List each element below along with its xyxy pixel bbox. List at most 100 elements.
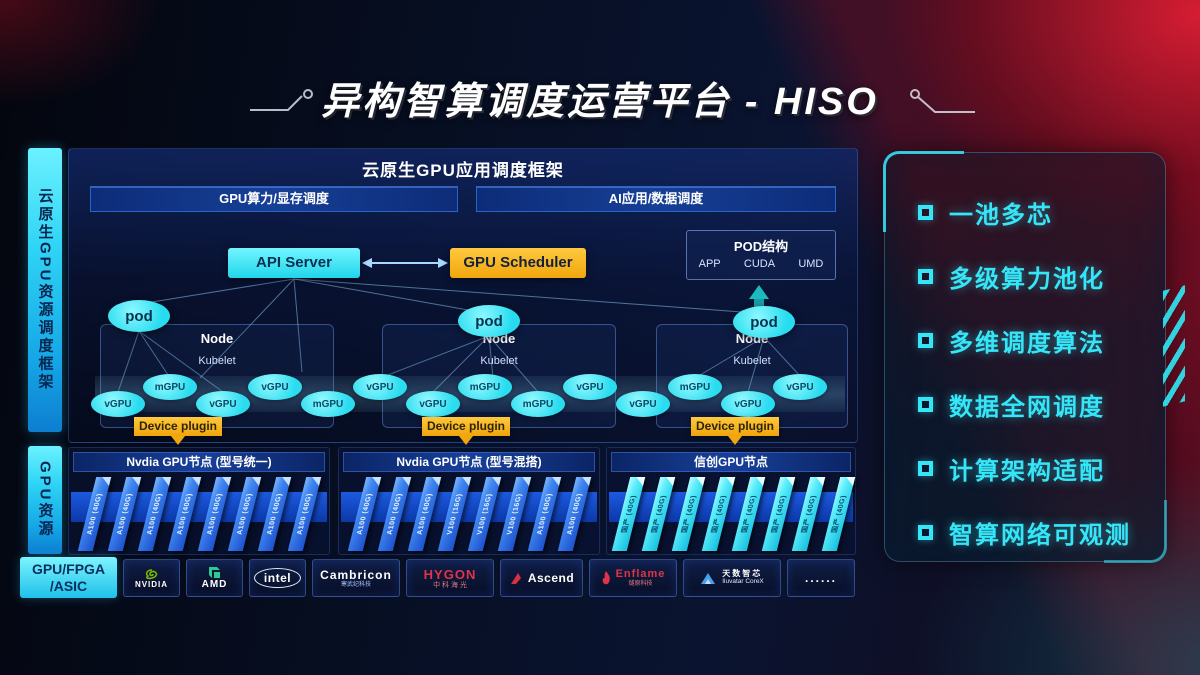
gpu-ellipse: vGPU [91, 391, 145, 417]
feature-panel [883, 151, 1167, 563]
vendor-tile-intel: intel [249, 559, 306, 597]
node-group-title: Nvdia GPU节点 (型号混搭) [343, 452, 595, 472]
pod-structure-item: CUDA [743, 258, 776, 270]
vendor-name: NVIDIA [134, 579, 169, 589]
gpu-ellipse: mGPU [511, 391, 565, 417]
kubelet-label: Kubelet [198, 355, 236, 367]
rail-label: 云原生GPU资源调度框架 [36, 188, 54, 392]
feature-label: 多维调度算法 [949, 329, 1105, 357]
lane-ai-data-scheduling: AI应用/数据调度 [476, 186, 836, 212]
kubelet-label: Kubelet [480, 355, 518, 367]
vendor-name: 天数智芯 [722, 569, 763, 579]
feature-label: 一池多芯 [949, 201, 1053, 229]
amd-logo-icon [209, 567, 220, 578]
gpu-ellipse: vGPU [248, 374, 302, 400]
feature-label: 多级算力池化 [949, 265, 1105, 293]
pod-structure-item: APP [698, 258, 721, 270]
iluvatar-logo-icon [701, 572, 716, 584]
vendor-name: AMD [201, 579, 228, 590]
lane-gpu-compute-scheduling: GPU算力/显存调度 [90, 186, 458, 212]
gpu-card: A100 (40G) [167, 477, 202, 551]
vendor-tile-iluvatar: 天数智芯 Iluvatar CoreX [683, 559, 781, 597]
feature-item: 计算架构适配 [918, 451, 1158, 485]
enflame-flame-icon [602, 570, 610, 584]
node-group-title: 信创GPU节点 [611, 452, 851, 472]
vendor-name: HYGON [423, 566, 477, 582]
gpu-card: A100 (40G) [407, 477, 442, 551]
api-server-box: API Server [228, 248, 360, 278]
square-bullet-icon [918, 396, 933, 412]
pod-ellipse: pod [733, 306, 795, 338]
framework-title: 云原生GPU应用调度框架 [362, 161, 564, 180]
hardware-type-line2: /ASIC [49, 577, 88, 594]
feature-item: 多维调度算法 [918, 323, 1158, 357]
gpu-ellipse: vGPU [721, 391, 775, 417]
node-group-nvidia-uniform: Nvdia GPU节点 (型号统一) A100 (40G) A100 (40G)… [68, 447, 330, 555]
feature-label: 数据全网调度 [949, 393, 1105, 421]
gpu-ellipse: mGPU [458, 374, 512, 400]
gpu-ellipse: mGPU [143, 374, 197, 400]
node-label: Node [200, 331, 234, 346]
vendor-name: Cambricon [320, 567, 392, 582]
gpu-ellipse: vGPU [406, 391, 460, 417]
ascend-logo-icon [510, 572, 521, 584]
gpu-card: 国产 (40G) [731, 477, 766, 551]
feature-item: 智算网络可观测 [918, 515, 1158, 549]
gpu-card: A100 (40G) [527, 477, 562, 551]
device-plugin-box: Device plugin [422, 417, 510, 445]
gpu-ellipse: mGPU [668, 374, 722, 400]
hardware-type-box: GPU/FPGA /ASIC [20, 557, 117, 598]
gpu-card: A100 (40G) [377, 477, 412, 551]
square-bullet-icon [918, 460, 933, 476]
pod-ellipse: pod [108, 300, 170, 332]
gpu-card: 国产 (40G) [701, 477, 736, 551]
node-group-nvidia-mixed: Nvdia GPU节点 (型号混搭) A100 (40G) A100 (40G)… [338, 447, 600, 555]
hazard-stripes-decor [1163, 285, 1185, 407]
pod-structure-box: POD结构 APP CUDA UMD [686, 230, 836, 280]
feature-list: 一池多芯 多级算力池化 多维调度算法 数据全网调度 计算架构适配 智算网络可观测 [918, 195, 1158, 549]
square-bullet-icon [918, 332, 933, 348]
pod-structure-item: UMD [798, 258, 824, 270]
gpu-card: A100 (40G) [257, 477, 292, 551]
gpu-card: A100 (40G) [227, 477, 262, 551]
device-plugin-box: Device plugin [691, 417, 779, 445]
gpu-card: A100 (40G) [197, 477, 232, 551]
gpu-card: 国产 (40G) [791, 477, 826, 551]
intel-logo-icon: intel [253, 568, 302, 588]
gpu-card: V100 (16G) [467, 477, 502, 551]
vendor-tile-cambricon: Cambricon 寒武纪科技 [312, 559, 400, 597]
vendor-sub: 寒武纪科技 [340, 581, 371, 588]
gpu-card: V100 (16G) [497, 477, 532, 551]
vendor-tile-nvidia: NVIDIA [123, 559, 180, 597]
gpu-ellipse: vGPU [616, 391, 670, 417]
vendor-tile-ascend: Ascend [500, 559, 583, 597]
gpu-ellipse: vGPU [773, 374, 827, 400]
gpu-ellipse: vGPU [196, 391, 250, 417]
feature-item: 数据全网调度 [918, 387, 1158, 421]
vendor-name: Ascend [527, 571, 575, 585]
feature-label: 智算网络可观测 [949, 521, 1131, 549]
vendor-sub: 燧原科技 [628, 581, 653, 587]
square-bullet-icon [918, 524, 933, 540]
pod-structure-title: POD结构 [733, 239, 789, 254]
vendor-sub: Iluvatar CoreX [722, 578, 764, 586]
feature-item: 一池多芯 [918, 195, 1158, 229]
device-plugin-box: Device plugin [134, 417, 222, 445]
vendor-tile-enflame: Enflame 燧原科技 [589, 559, 677, 597]
gpu-card: 国产 (40G) [761, 477, 796, 551]
vendor-name: Enflame [615, 568, 666, 580]
vendor-tile-more: ...... [787, 559, 855, 597]
hardware-type-line1: GPU/FPGA [31, 561, 106, 578]
circuit-decor-left-icon [250, 89, 313, 111]
gpu-card: A100 (40G) [137, 477, 172, 551]
page-title: 异构智算调度运营平台 - HISO [321, 81, 879, 123]
gpu-card: 国产 (40G) [671, 477, 706, 551]
feature-item: 多级算力池化 [918, 259, 1158, 293]
node-group-title: Nvdia GPU节点 (型号统一) [73, 452, 325, 472]
vendor-tile-hygon: HYGON 中 科 海 光 [406, 559, 494, 597]
feature-label: 计算架构适配 [949, 457, 1105, 485]
pod-ellipse: pod [458, 305, 520, 337]
vendor-more-dots: ...... [804, 571, 837, 585]
vendor-tile-amd: AMD [186, 559, 243, 597]
